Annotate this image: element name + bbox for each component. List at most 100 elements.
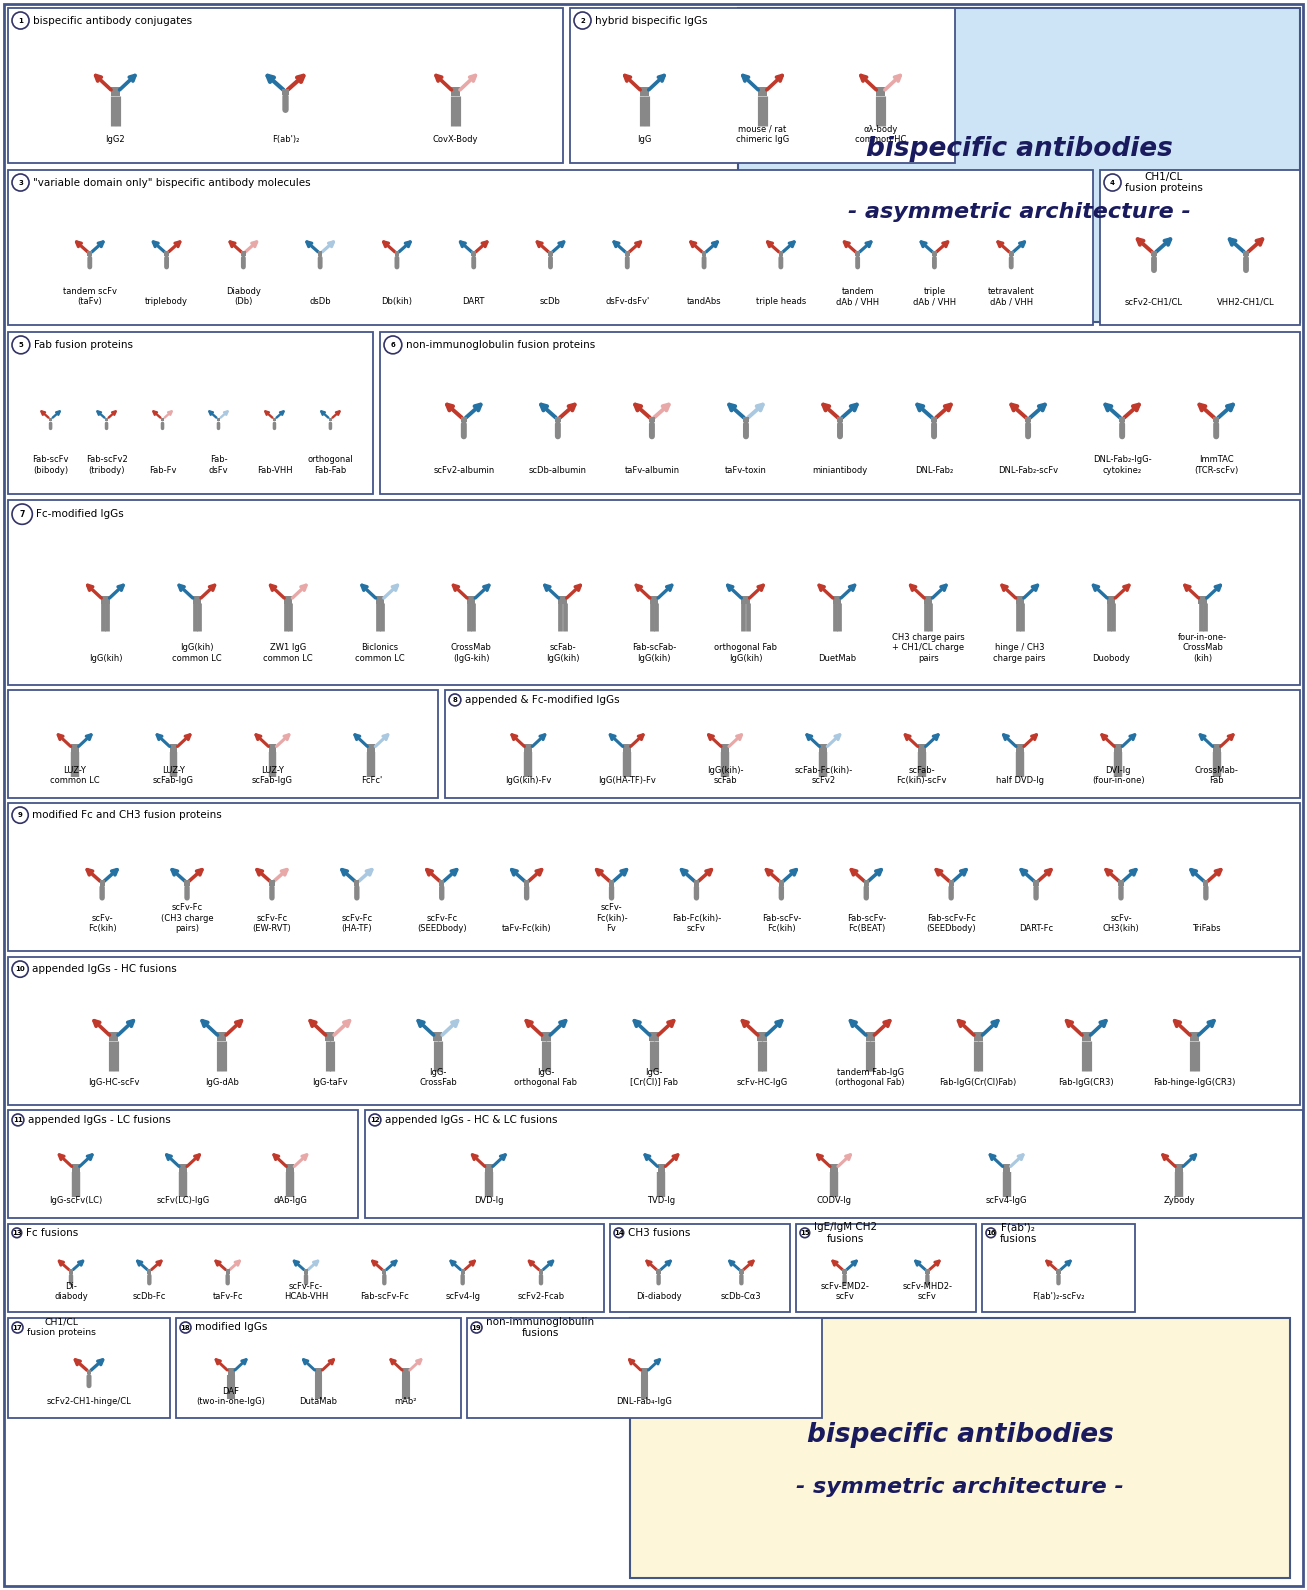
FancyBboxPatch shape	[657, 1164, 665, 1172]
Text: Di-
diabody: Di- diabody	[54, 1282, 88, 1302]
Text: αλ-body
common HC: αλ-body common HC	[855, 126, 906, 145]
Text: LUZ-Y
common LC: LUZ-Y common LC	[50, 766, 99, 785]
Text: Duobody: Duobody	[1093, 653, 1131, 663]
Text: 17: 17	[13, 1324, 22, 1331]
Text: IgG: IgG	[638, 135, 652, 145]
Text: 4: 4	[1110, 180, 1115, 186]
Text: TriFabs: TriFabs	[1192, 924, 1221, 933]
Text: Fab-VHH: Fab-VHH	[256, 466, 293, 474]
Text: taFv-Fc: taFv-Fc	[213, 1293, 243, 1302]
Circle shape	[12, 808, 29, 824]
FancyBboxPatch shape	[640, 1369, 648, 1375]
Text: scFv-Fc
(HA-TF): scFv-Fc (HA-TF)	[341, 914, 372, 933]
FancyBboxPatch shape	[541, 1032, 550, 1041]
Text: scFv-Fc-
HCAb-VHH: scFv-Fc- HCAb-VHH	[284, 1282, 328, 1302]
Text: scFv-
Fc(kih): scFv- Fc(kih)	[88, 914, 116, 933]
Text: IgG-scFv(LC): IgG-scFv(LC)	[50, 1196, 102, 1205]
FancyBboxPatch shape	[855, 251, 860, 256]
FancyBboxPatch shape	[1002, 1164, 1010, 1172]
FancyBboxPatch shape	[1243, 251, 1248, 256]
Text: IgG(HA-TF)-Fv: IgG(HA-TF)-Fv	[597, 776, 656, 785]
Text: CovX-Body: CovX-Body	[433, 135, 478, 145]
Text: scFv-
CH3(kih): scFv- CH3(kih)	[1103, 914, 1140, 933]
Text: appended IgGs - HC & LC fusions: appended IgGs - HC & LC fusions	[384, 1115, 557, 1126]
FancyBboxPatch shape	[656, 1269, 661, 1274]
FancyBboxPatch shape	[71, 744, 78, 752]
FancyBboxPatch shape	[1056, 1269, 1060, 1274]
FancyBboxPatch shape	[876, 87, 885, 97]
FancyBboxPatch shape	[1016, 744, 1023, 752]
FancyBboxPatch shape	[111, 87, 120, 97]
FancyBboxPatch shape	[72, 1164, 80, 1172]
FancyBboxPatch shape	[273, 418, 276, 421]
FancyBboxPatch shape	[305, 1269, 308, 1274]
FancyBboxPatch shape	[8, 499, 1300, 685]
FancyBboxPatch shape	[1189, 1032, 1199, 1041]
Circle shape	[800, 1227, 809, 1237]
Circle shape	[180, 1321, 191, 1332]
FancyBboxPatch shape	[650, 417, 655, 423]
FancyBboxPatch shape	[184, 881, 190, 886]
Circle shape	[574, 13, 591, 29]
FancyBboxPatch shape	[269, 881, 274, 886]
FancyBboxPatch shape	[610, 1224, 789, 1312]
Circle shape	[12, 335, 30, 355]
FancyBboxPatch shape	[830, 1164, 838, 1172]
FancyBboxPatch shape	[1204, 881, 1209, 886]
Text: IgG2: IgG2	[106, 135, 125, 145]
Text: scFv2-CH1-hinge/CL: scFv2-CH1-hinge/CL	[47, 1398, 132, 1406]
FancyBboxPatch shape	[284, 596, 293, 604]
FancyBboxPatch shape	[227, 1369, 235, 1375]
Text: 1: 1	[18, 17, 24, 24]
FancyBboxPatch shape	[99, 881, 105, 886]
FancyBboxPatch shape	[315, 1369, 322, 1375]
FancyBboxPatch shape	[395, 251, 399, 256]
Text: Fab-Fv: Fab-Fv	[149, 466, 176, 474]
Text: F(ab')₂-scFv₂: F(ab')₂-scFv₂	[1033, 1293, 1085, 1302]
FancyBboxPatch shape	[8, 957, 1300, 1105]
Text: Fab-scFv-
Fc(kih): Fab-scFv- Fc(kih)	[762, 914, 801, 933]
Text: triple heads: triple heads	[755, 297, 806, 307]
Text: IgG-
orthogonal Fab: IgG- orthogonal Fab	[515, 1068, 578, 1088]
FancyBboxPatch shape	[548, 251, 553, 256]
FancyBboxPatch shape	[170, 744, 178, 752]
FancyBboxPatch shape	[982, 1224, 1134, 1312]
FancyBboxPatch shape	[8, 332, 372, 494]
FancyBboxPatch shape	[1151, 251, 1157, 256]
Text: Fab-hinge-IgG(CR3): Fab-hinge-IgG(CR3)	[1153, 1078, 1235, 1088]
Text: appended IgGs - HC fusions: appended IgGs - HC fusions	[33, 964, 176, 975]
FancyBboxPatch shape	[843, 1269, 847, 1274]
Text: 8: 8	[452, 696, 457, 703]
Text: scFv-Fc
(CH3 charge
pairs): scFv-Fc (CH3 charge pairs)	[161, 903, 213, 933]
FancyBboxPatch shape	[1034, 881, 1039, 886]
Text: LUZ-Y
scFab-IgG: LUZ-Y scFab-IgG	[153, 766, 193, 785]
Text: Fab-
dsFv: Fab- dsFv	[209, 455, 229, 474]
FancyBboxPatch shape	[630, 1318, 1290, 1577]
Text: IgG-taFv: IgG-taFv	[312, 1078, 348, 1088]
Text: IgG-HC-scFv: IgG-HC-scFv	[88, 1078, 140, 1088]
Text: CH3 fusions: CH3 fusions	[627, 1227, 690, 1239]
FancyBboxPatch shape	[1119, 417, 1125, 423]
FancyBboxPatch shape	[558, 596, 567, 604]
Text: scFv(LC)-IgG: scFv(LC)-IgG	[157, 1196, 209, 1205]
FancyBboxPatch shape	[741, 596, 750, 604]
FancyBboxPatch shape	[1025, 417, 1031, 423]
FancyBboxPatch shape	[924, 596, 932, 604]
FancyBboxPatch shape	[1016, 596, 1023, 604]
FancyBboxPatch shape	[925, 1269, 929, 1274]
FancyBboxPatch shape	[179, 1164, 187, 1172]
Text: Fab-scFv2
(tribody): Fab-scFv2 (tribody)	[86, 455, 127, 474]
Text: 5: 5	[18, 342, 24, 348]
Text: DVD-Ig: DVD-Ig	[474, 1196, 503, 1205]
FancyBboxPatch shape	[1213, 744, 1221, 752]
Text: ZW1 IgG
common LC: ZW1 IgG common LC	[264, 644, 314, 663]
FancyBboxPatch shape	[88, 251, 91, 256]
Text: 6: 6	[391, 342, 395, 348]
Text: IgG-
CrossFab: IgG- CrossFab	[420, 1068, 456, 1088]
Text: mAb²: mAb²	[395, 1398, 417, 1406]
Text: taFv-albumin: taFv-albumin	[625, 466, 680, 474]
Text: scFv2-CH1/CL: scFv2-CH1/CL	[1125, 297, 1183, 307]
FancyBboxPatch shape	[48, 418, 52, 421]
FancyBboxPatch shape	[460, 1269, 465, 1274]
FancyBboxPatch shape	[375, 596, 384, 604]
